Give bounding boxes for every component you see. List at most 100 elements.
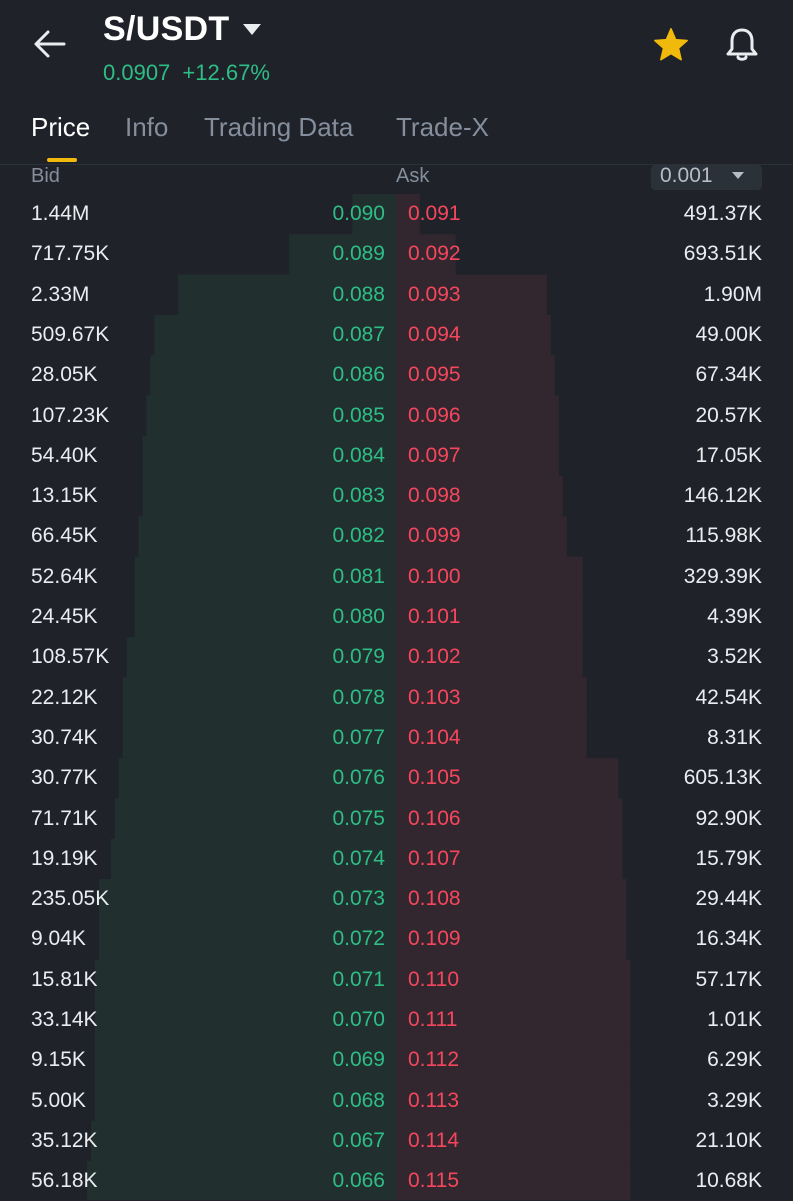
ask-quantity: 42.54K: [695, 685, 762, 709]
bell-icon[interactable]: [722, 24, 762, 64]
bid-price: 0.077: [332, 725, 385, 749]
orderbook-row[interactable]: 13.15K 0.083 0.098 146.12K: [0, 476, 793, 516]
orderbook-row[interactable]: 35.12K 0.067 0.114 21.10K: [0, 1121, 793, 1161]
bid-quantity: 24.45K: [31, 605, 98, 628]
orderbook-row[interactable]: 24.45K 0.080 0.101 4.39K: [0, 597, 793, 637]
ask-price: 0.099: [408, 524, 461, 548]
orderbook-row[interactable]: 5.00K 0.068 0.113 3.29K: [0, 1081, 793, 1121]
orderbook-row[interactable]: 15.81K 0.071 0.110 57.17K: [0, 960, 793, 1000]
orderbook-row[interactable]: 108.57K 0.079 0.102 3.52K: [0, 637, 793, 677]
precision-value: 0.001: [660, 164, 713, 187]
orderbook-row[interactable]: 30.77K 0.076 0.105 605.13K: [0, 758, 793, 798]
bid-price: 0.074: [332, 846, 385, 870]
bid-price: 0.078: [332, 685, 385, 709]
tab-info[interactable]: Info: [125, 112, 169, 142]
bid-quantity: 2.33M: [31, 282, 90, 306]
ask-price: 0.098: [408, 484, 461, 508]
ask-price: 0.103: [408, 685, 461, 709]
last-price: 0.0907: [103, 60, 171, 85]
bid-price: 0.087: [332, 322, 385, 346]
ask-quantity: 17.05K: [695, 443, 762, 467]
bid-depth-bar: [142, 476, 396, 517]
bid-quantity: 71.71K: [31, 806, 98, 830]
bid-depth-bar: [352, 194, 396, 235]
ask-depth-bar: [396, 1000, 631, 1041]
orderbook-row[interactable]: 71.71K 0.075 0.106 92.90K: [0, 799, 793, 839]
orderbook-row[interactable]: 52.64K 0.081 0.100 329.39K: [0, 557, 793, 597]
bid-quantity: 15.81K: [31, 967, 98, 991]
orderbook-row[interactable]: 19.19K 0.074 0.107 15.79K: [0, 839, 793, 879]
ask-price: 0.105: [408, 766, 461, 790]
bid-quantity: 107.23K: [31, 403, 110, 427]
ask-price: 0.091: [408, 202, 461, 225]
tab-trading-data[interactable]: Trading Data: [204, 112, 354, 142]
ask-column-label: Ask: [396, 165, 430, 187]
bid-depth-bar: [91, 1120, 396, 1162]
ask-depth-bar: [396, 516, 567, 558]
arrow-left-icon[interactable]: [30, 26, 70, 62]
orderbook-row[interactable]: 28.05K 0.086 0.095 67.34K: [0, 355, 793, 395]
ask-price: 0.093: [408, 282, 461, 306]
orderbook-row[interactable]: 1.44M 0.090 0.091 491.37K: [0, 194, 793, 234]
ask-depth-bar: [396, 637, 583, 679]
orderbook-row[interactable]: 30.74K 0.077 0.104 8.31K: [0, 718, 793, 758]
orderbook-row[interactable]: 33.14K 0.070 0.111 1.01K: [0, 1000, 793, 1040]
bid-quantity: 235.05K: [31, 887, 110, 911]
bid-price: 0.086: [332, 363, 385, 387]
ask-price: 0.102: [408, 645, 461, 669]
ask-quantity: 605.13K: [683, 766, 762, 790]
tab-divider: [0, 164, 793, 165]
bid-price: 0.071: [332, 967, 385, 991]
orderbook-row[interactable]: 107.23K 0.085 0.096 20.57K: [0, 396, 793, 436]
orderbook-row[interactable]: 9.04K 0.072 0.109 16.34K: [0, 919, 793, 959]
bid-depth-bar: [122, 717, 397, 759]
active-tab-indicator: [47, 158, 77, 162]
tab-trade-x[interactable]: Trade-X: [396, 112, 489, 142]
bid-depth-bar: [154, 314, 396, 356]
bid-quantity: 22.12K: [31, 685, 98, 709]
bid-price: 0.080: [332, 605, 385, 628]
depth-chart: [87, 194, 631, 1200]
bid-depth-bar: [118, 758, 397, 800]
ask-price: 0.101: [408, 605, 461, 628]
caret-down-icon[interactable]: [242, 22, 262, 36]
ask-quantity: 8.31K: [707, 725, 762, 749]
ask-depth-bar: [396, 758, 619, 800]
bid-depth-bar: [110, 838, 397, 880]
orderbook-row[interactable]: 235.05K 0.073 0.108 29.44K: [0, 879, 793, 919]
star-icon[interactable]: [652, 26, 690, 64]
ask-price: 0.094: [408, 322, 461, 346]
orderbook-row[interactable]: 717.75K 0.089 0.092 693.51K: [0, 234, 793, 274]
orderbook-row[interactable]: 2.33M 0.088 0.093 1.90M: [0, 275, 793, 315]
ask-quantity: 1.01K: [707, 1008, 762, 1031]
orderbook-row[interactable]: 56.18K 0.066 0.115 10.68K: [0, 1161, 793, 1201]
ask-quantity: 16.34K: [695, 927, 762, 951]
ask-depth-bar: [396, 1080, 631, 1122]
ask-price: 0.097: [408, 443, 461, 467]
ask-quantity: 20.57K: [695, 403, 762, 427]
ask-price: 0.092: [408, 242, 461, 266]
orderbook-row[interactable]: 9.15K 0.069 0.112 6.29K: [0, 1040, 793, 1080]
tab-bar: Price Info Trading Data Trade-X: [0, 100, 793, 164]
bid-price: 0.079: [332, 645, 385, 669]
ask-depth-bar: [396, 1040, 631, 1082]
ask-price: 0.115: [408, 1169, 459, 1193]
tab-price[interactable]: Price: [31, 112, 91, 142]
orderbook-row[interactable]: 66.45K 0.082 0.099 115.98K: [0, 516, 793, 556]
bid-price: 0.089: [332, 242, 385, 266]
precision-select[interactable]: 0.001: [651, 164, 762, 190]
orderbook-row[interactable]: 509.67K 0.087 0.094 49.00K: [0, 315, 793, 355]
ask-quantity: 49.00K: [695, 322, 762, 346]
bid-quantity: 9.04K: [31, 927, 86, 951]
ask-price: 0.107: [408, 846, 461, 870]
ask-depth-bar: [396, 879, 627, 920]
ask-price: 0.100: [408, 564, 461, 588]
bid-quantity: 66.45K: [31, 524, 98, 548]
bid-price: 0.068: [332, 1088, 385, 1112]
pair-title[interactable]: S/USDT: [103, 10, 230, 48]
orderbook-row[interactable]: 22.12K 0.078 0.103 42.54K: [0, 678, 793, 718]
ask-depth-bar: [396, 194, 420, 235]
bid-depth-bar: [114, 798, 397, 840]
caret-down-icon: [732, 172, 744, 179]
orderbook-row[interactable]: 54.40K 0.084 0.097 17.05K: [0, 436, 793, 476]
